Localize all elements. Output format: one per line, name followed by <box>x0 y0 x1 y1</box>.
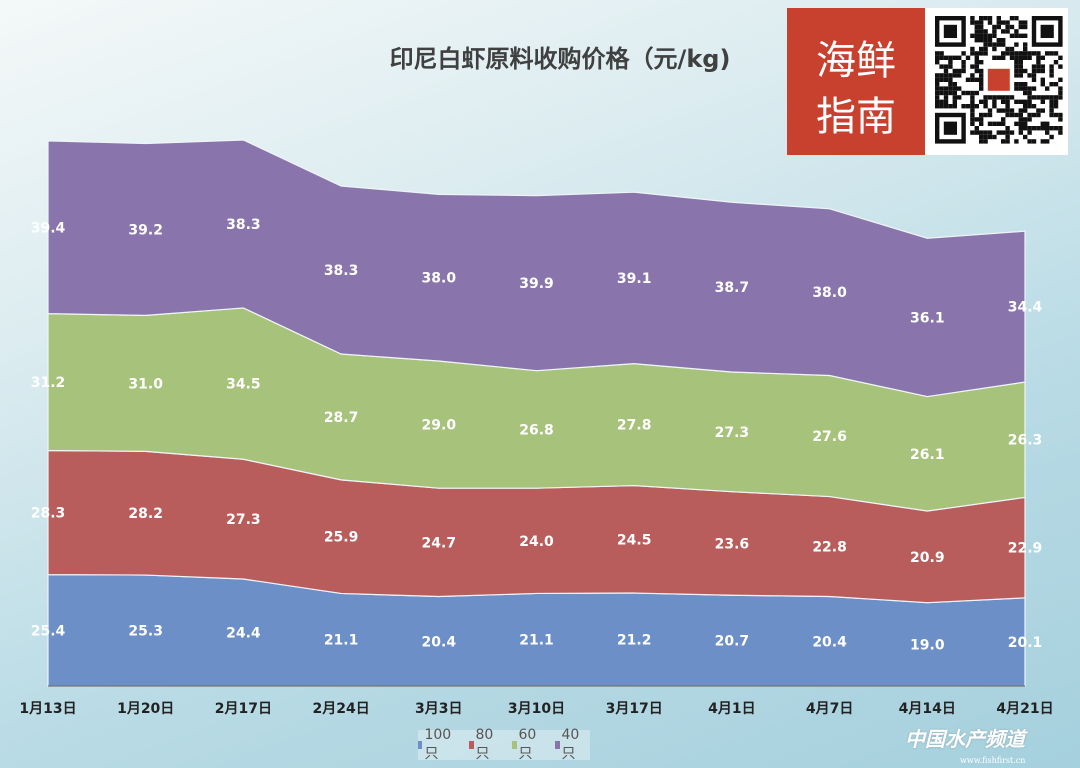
data-label: 31.0 <box>128 376 163 392</box>
area-series-3 <box>47 139 1026 398</box>
x-tick-label: 1月20日 <box>117 701 174 717</box>
data-label: 39.4 <box>31 220 66 236</box>
data-label: 20.9 <box>910 550 945 566</box>
legend-label: 60只 <box>518 727 537 762</box>
data-label: 38.3 <box>324 263 359 279</box>
data-label: 28.3 <box>31 506 66 522</box>
legend-item-60: 60只 <box>512 727 547 763</box>
data-label: 22.9 <box>1008 541 1043 557</box>
chart-title: 印尼白虾原料收购价格（元/kg) <box>389 45 731 73</box>
data-label: 27.3 <box>715 425 750 441</box>
legend-label: 100只 <box>424 727 452 762</box>
data-label: 25.4 <box>31 623 66 639</box>
data-label: 38.7 <box>715 280 750 296</box>
svg-text:指南: 指南 <box>816 94 896 140</box>
data-label: 38.3 <box>226 217 261 233</box>
legend: 100只 80只 60只 40只 <box>418 727 590 763</box>
data-label: 24.5 <box>617 532 652 548</box>
logo-image: 海鲜 指南 <box>787 8 1063 155</box>
x-tick-label: 4月7日 <box>806 701 853 717</box>
data-label: 31.2 <box>31 375 66 391</box>
data-label: 22.8 <box>812 540 847 556</box>
data-label: 24.4 <box>226 625 261 641</box>
data-label: 24.7 <box>422 535 457 551</box>
x-tick-label: 4月14日 <box>899 701 956 717</box>
data-label: 38.0 <box>422 271 457 287</box>
data-label: 20.7 <box>715 634 750 650</box>
data-label: 28.7 <box>324 410 359 426</box>
data-label: 38.0 <box>812 285 847 301</box>
x-tick-label: 1月13日 <box>19 701 76 717</box>
data-label: 20.1 <box>1008 635 1043 651</box>
x-tick-label: 3月10日 <box>508 701 565 717</box>
data-label: 27.3 <box>226 512 261 528</box>
data-label: 26.3 <box>1008 433 1043 449</box>
data-label: 29.0 <box>422 418 457 434</box>
data-label: 34.4 <box>1008 300 1043 316</box>
x-tick-label: 3月3日 <box>415 701 462 717</box>
x-tick-label: 2月17日 <box>215 701 272 717</box>
logo: 海鲜 指南 <box>787 8 1068 155</box>
data-label: 20.4 <box>422 634 457 650</box>
data-label: 26.1 <box>910 447 945 463</box>
legend-label: 40只 <box>561 727 580 762</box>
x-tick-label: 4月21日 <box>996 701 1053 717</box>
legend-item-80: 80只 <box>469 727 504 763</box>
data-label: 25.9 <box>324 530 359 546</box>
legend-item-100: 100只 <box>418 727 461 763</box>
data-label: 24.0 <box>519 534 554 550</box>
data-label: 26.8 <box>519 422 554 438</box>
data-label: 39.2 <box>128 222 163 238</box>
data-label: 19.0 <box>910 637 945 653</box>
data-label: 36.1 <box>910 310 945 326</box>
x-tick-label: 4月1日 <box>708 701 755 717</box>
data-label: 21.1 <box>324 633 359 649</box>
data-label: 21.2 <box>617 633 652 649</box>
watermark: 中国水产频道 <box>905 727 1025 751</box>
data-label: 39.1 <box>617 271 652 287</box>
legend-label: 80只 <box>475 727 494 762</box>
data-label: 25.3 <box>128 624 163 640</box>
data-label: 20.4 <box>812 634 847 650</box>
legend-item-40: 40只 <box>555 727 590 763</box>
data-label: 23.6 <box>715 536 750 552</box>
data-label: 28.2 <box>128 506 163 522</box>
qr-code-icon <box>935 16 1063 144</box>
data-label: 39.9 <box>519 276 554 292</box>
watermark-url: www.fishfirst.cn <box>960 756 1026 765</box>
data-label: 34.5 <box>226 377 261 393</box>
data-label: 27.6 <box>812 429 847 445</box>
x-tick-label: 2月24日 <box>312 701 369 717</box>
data-label: 27.8 <box>617 418 652 434</box>
data-label: 21.1 <box>519 633 554 649</box>
x-tick-label: 3月17日 <box>606 701 663 717</box>
svg-text:海鲜: 海鲜 <box>816 38 896 84</box>
